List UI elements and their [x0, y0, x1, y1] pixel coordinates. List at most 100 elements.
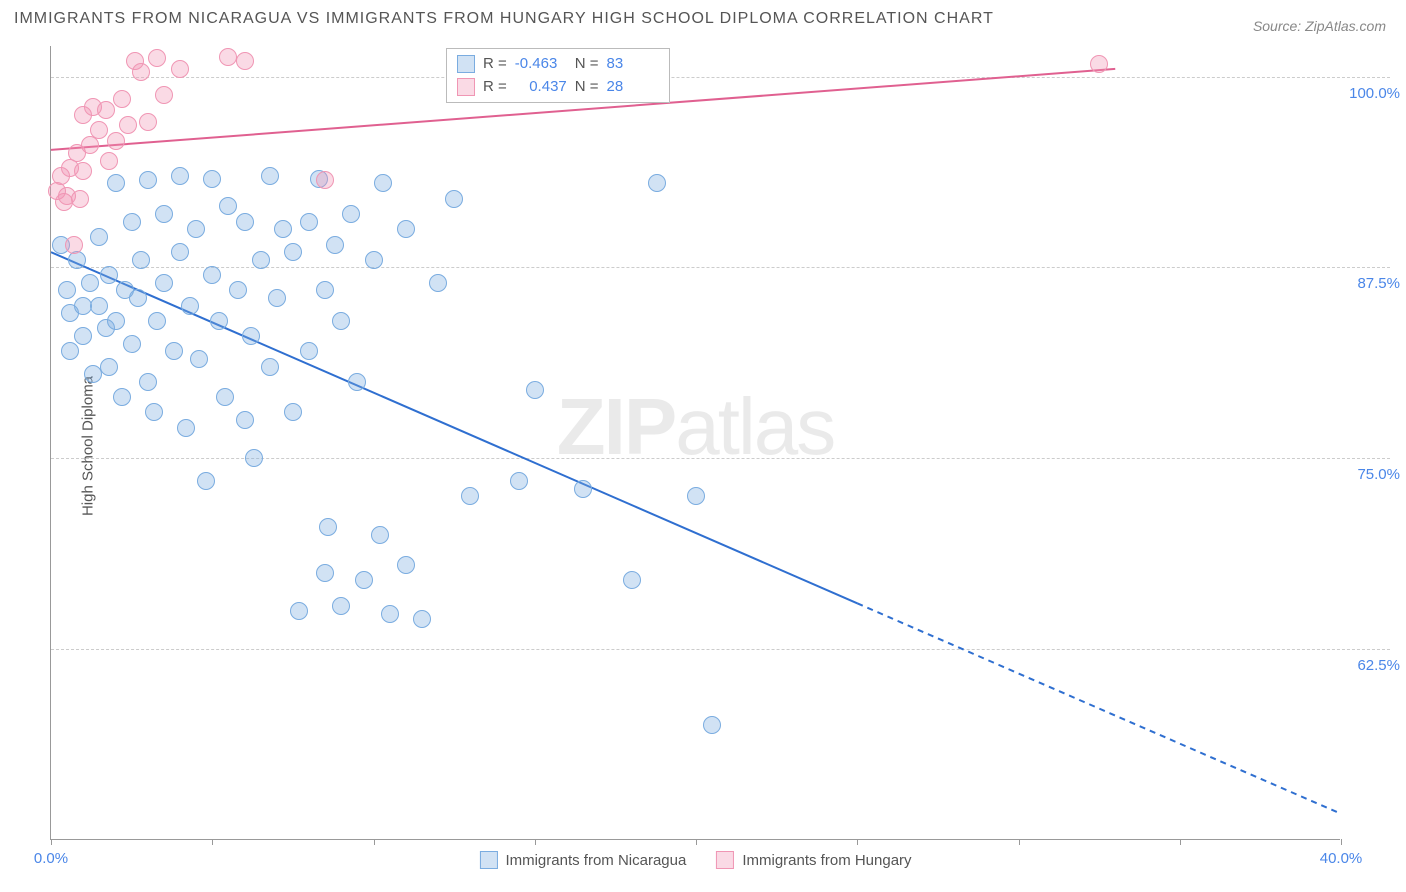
gridline-h	[51, 649, 1390, 650]
data-point	[461, 487, 479, 505]
data-point	[284, 243, 302, 261]
data-point	[107, 132, 125, 150]
data-point	[332, 597, 350, 615]
data-point	[348, 373, 366, 391]
data-point	[165, 342, 183, 360]
data-point	[139, 171, 157, 189]
data-point	[139, 373, 157, 391]
data-point	[316, 564, 334, 582]
stats-row-hungary: R = 0.437 N = 28	[457, 76, 659, 99]
data-point	[203, 170, 221, 188]
r-value-nicaragua: -0.463	[515, 53, 567, 76]
data-point	[274, 220, 292, 238]
legend-item-nicaragua: Immigrants from Nicaragua	[479, 851, 686, 869]
data-point	[300, 342, 318, 360]
legend-label-nicaragua: Immigrants from Nicaragua	[505, 852, 686, 869]
data-point	[332, 312, 350, 330]
data-point	[574, 480, 592, 498]
x-tick	[1180, 839, 1181, 845]
data-point	[155, 205, 173, 223]
data-point	[319, 518, 337, 536]
data-point	[155, 86, 173, 104]
x-tick-label: 0.0%	[34, 850, 68, 867]
data-point	[123, 335, 141, 353]
trend-lines	[51, 46, 1341, 840]
data-point	[71, 190, 89, 208]
data-point	[90, 228, 108, 246]
x-tick	[857, 839, 858, 845]
data-point	[445, 190, 463, 208]
data-point	[74, 327, 92, 345]
r-label: R =	[483, 53, 507, 76]
data-point	[97, 101, 115, 119]
x-tick	[535, 839, 536, 845]
data-point	[236, 411, 254, 429]
data-point	[187, 220, 205, 238]
swatch-nicaragua	[457, 55, 475, 73]
x-tick-label: 40.0%	[1320, 850, 1363, 867]
x-tick	[696, 839, 697, 845]
data-point	[245, 449, 263, 467]
data-point	[252, 251, 270, 269]
data-point	[123, 213, 141, 231]
data-point	[90, 121, 108, 139]
data-point	[148, 312, 166, 330]
n-label: N =	[575, 53, 599, 76]
y-tick-label: 62.5%	[1345, 657, 1400, 674]
data-point	[703, 716, 721, 734]
data-point	[365, 251, 383, 269]
data-point	[236, 52, 254, 70]
gridline-h	[51, 77, 1390, 78]
x-tick	[1341, 839, 1342, 845]
n-value-hungary: 28	[607, 76, 659, 99]
data-point	[129, 289, 147, 307]
data-point	[268, 289, 286, 307]
data-point	[242, 327, 260, 345]
data-point	[216, 388, 234, 406]
n-label: N =	[575, 76, 599, 99]
data-point	[381, 605, 399, 623]
scatter-plot-area: ZIPatlas 62.5%75.0%87.5%100.0% 0.0%40.0%…	[50, 46, 1340, 840]
data-point	[100, 266, 118, 284]
data-point	[219, 197, 237, 215]
legend-swatch-hungary	[716, 851, 734, 869]
data-point	[1090, 55, 1108, 73]
chart-title: IMMIGRANTS FROM NICARAGUA VS IMMIGRANTS …	[14, 10, 994, 28]
data-point	[65, 236, 83, 254]
y-tick-label: 87.5%	[1345, 275, 1400, 292]
data-point	[171, 60, 189, 78]
watermark-light: atlas	[675, 382, 834, 471]
data-point	[132, 63, 150, 81]
data-point	[74, 162, 92, 180]
legend-swatch-nicaragua	[479, 851, 497, 869]
data-point	[197, 472, 215, 490]
x-tick	[212, 839, 213, 845]
data-point	[190, 350, 208, 368]
data-point	[113, 90, 131, 108]
data-point	[526, 381, 544, 399]
data-point	[132, 251, 150, 269]
data-point	[61, 342, 79, 360]
data-point	[113, 388, 131, 406]
n-value-nicaragua: 83	[607, 53, 659, 76]
data-point	[155, 274, 173, 292]
data-point	[181, 297, 199, 315]
data-point	[107, 174, 125, 192]
data-point	[300, 213, 318, 231]
data-point	[81, 136, 99, 154]
data-point	[58, 281, 76, 299]
data-point	[397, 556, 415, 574]
data-point	[100, 358, 118, 376]
data-point	[648, 174, 666, 192]
data-point	[429, 274, 447, 292]
source-attribution: Source: ZipAtlas.com	[1253, 18, 1386, 34]
data-point	[342, 205, 360, 223]
data-point	[687, 487, 705, 505]
data-point	[371, 526, 389, 544]
data-point	[316, 171, 334, 189]
data-point	[210, 312, 228, 330]
x-tick	[1019, 839, 1020, 845]
stats-row-nicaragua: R = -0.463 N = 83	[457, 53, 659, 76]
data-point	[68, 251, 86, 269]
legend-label-hungary: Immigrants from Hungary	[742, 852, 911, 869]
